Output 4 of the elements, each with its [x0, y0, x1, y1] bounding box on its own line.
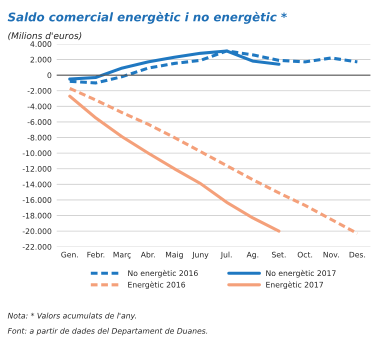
line-series	[68, 86, 359, 236]
chart-subtitle: (Milions d'euros)	[8, 32, 82, 40]
line-series	[68, 94, 280, 233]
chart-title: Saldo comercial energètic i no energètic *	[8, 12, 287, 24]
